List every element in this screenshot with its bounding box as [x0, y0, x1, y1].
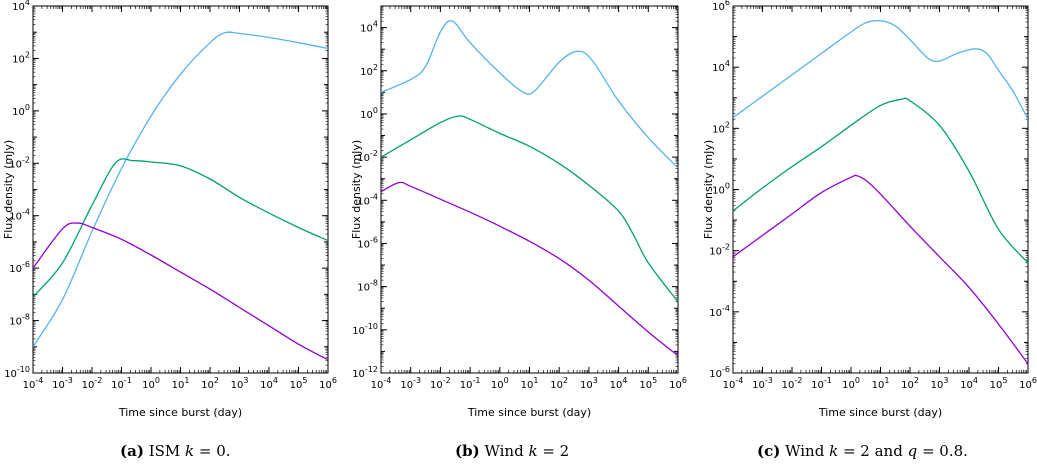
x-tick-label: 102 — [901, 376, 919, 391]
series-line-2 — [381, 115, 678, 303]
plot-frame — [732, 5, 1029, 374]
x-axis-label: Time since burst (day) — [118, 406, 242, 419]
y-tick-label: 104 — [360, 20, 378, 35]
y-tick-label: 10-10 — [352, 322, 378, 337]
x-tick-label: 10-4 — [371, 376, 392, 391]
y-tick-label: 10-2 — [709, 243, 730, 258]
caption-a: (a) ISM k = 0. — [120, 442, 231, 460]
x-tick-label: 10-2 — [430, 376, 451, 391]
x-axis-label: Time since burst (day) — [818, 406, 942, 419]
y-tick-label: 10-2 — [9, 155, 30, 170]
y-tick-label: 10-4 — [357, 192, 378, 207]
x-tick-label: 10-1 — [111, 376, 132, 391]
x-tick-label: 10-1 — [460, 376, 481, 391]
caption-b: (b) Wind k = 2 — [455, 442, 569, 460]
x-tick-label: 103 — [231, 376, 249, 391]
x-tick-label: 10-3 — [52, 376, 73, 391]
x-tick-label: 103 — [580, 376, 598, 391]
x-tick-label: 102 — [550, 376, 568, 391]
plot-frame — [380, 5, 679, 374]
panel-c-wind-q: 10-4 10-3 10-2 10-1 100 101 102 103 104 105 106 10-… — [702, 0, 1037, 419]
x-tick-label: 10-1 — [811, 376, 832, 391]
x-tick-label: 100 — [142, 376, 160, 391]
x-tick-label: 104 — [260, 376, 278, 391]
y-tick-label: 10-2 — [357, 149, 378, 164]
x-tick-label: 10-2 — [782, 376, 803, 391]
y-tick-label: 10-6 — [709, 365, 730, 380]
series-line-1 — [33, 31, 328, 348]
x-axis-label: Time since burst (day) — [467, 406, 591, 419]
x-tick-label: 106 — [1019, 376, 1037, 391]
x-tick-label: 104 — [610, 376, 628, 391]
y-tick-label: 10-6 — [357, 235, 378, 250]
y-tick-label: 10-10 — [4, 365, 30, 380]
x-tick-label: 10-3 — [400, 376, 421, 391]
y-tick-label: 102 — [712, 120, 730, 135]
x-tick-label: 105 — [639, 376, 657, 391]
y-tick-label: 100 — [360, 106, 378, 121]
y-tick-label: 102 — [12, 50, 30, 65]
y-tick-label: 102 — [360, 63, 378, 78]
x-tick-label: 105 — [290, 376, 308, 391]
y-tick-label: 10-4 — [709, 304, 730, 319]
x-tick-label: 100 — [842, 376, 860, 391]
x-tick-label: 101 — [872, 376, 890, 391]
x-tick-label: 10-3 — [752, 376, 773, 391]
series-line-1 — [733, 19, 1028, 120]
y-tick-label: 10-8 — [357, 279, 378, 294]
y-tick-label: 10-4 — [9, 208, 30, 223]
x-tick-label: 10-4 — [723, 376, 744, 391]
y-tick-label: 104 — [12, 0, 30, 13]
y-tick-label: 10-8 — [9, 313, 30, 328]
y-axis-label: Flux density (mJy) — [350, 140, 363, 239]
y-axis-label: Flux density (mJy) — [2, 140, 15, 239]
x-tick-label: 100 — [491, 376, 509, 391]
caption-c: (c) Wind k = 2 and q = 0.8. — [757, 442, 968, 460]
x-tick-label: 106 — [669, 376, 687, 391]
y-tick-label: 10-6 — [9, 260, 30, 275]
y-tick-label: 106 — [712, 0, 730, 13]
y-axis-label: Flux density (mJy) — [702, 140, 715, 239]
x-tick-label: 106 — [319, 376, 337, 391]
series-line-3 — [381, 181, 678, 357]
series-line-3 — [33, 222, 328, 361]
y-tick-label: 100 — [712, 182, 730, 197]
x-tick-label: 10-4 — [23, 376, 44, 391]
x-tick-label: 10-2 — [82, 376, 103, 391]
x-tick-label: 103 — [931, 376, 949, 391]
panel-a-ism: 10-4 10-3 10-2 10-1 100 101 102 103 104 105 106 10-… — [2, 0, 337, 419]
x-tick-label: 104 — [960, 376, 978, 391]
series-line-2 — [733, 97, 1028, 264]
x-tick-label: 105 — [990, 376, 1008, 391]
x-tick-label: 101 — [521, 376, 539, 391]
y-tick-label: 100 — [12, 103, 30, 118]
y-tick-label: 10-12 — [352, 365, 378, 380]
y-tick-label: 104 — [712, 59, 730, 74]
x-tick-label: 102 — [201, 376, 219, 391]
series-line-2 — [33, 158, 328, 298]
series-line-3 — [733, 174, 1028, 365]
plot-frame — [32, 5, 329, 374]
x-tick-label: 101 — [172, 376, 190, 391]
series-line-1 — [381, 20, 678, 169]
panel-b-wind: 10-4 10-3 10-2 10-1 100 101 102 103 104 105 106 10-… — [350, 5, 687, 419]
